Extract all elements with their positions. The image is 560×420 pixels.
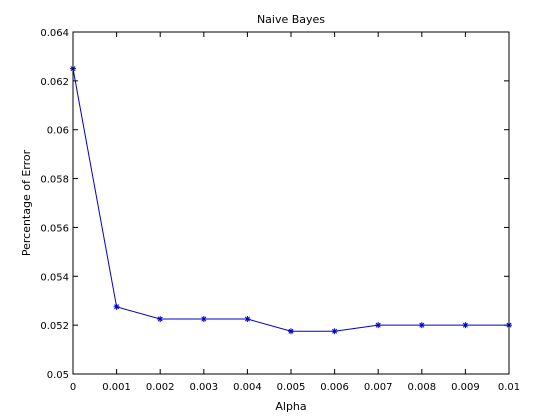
series-group: [70, 65, 512, 335]
y-tick-label: 0.06: [47, 126, 69, 137]
axis-tick-labels: 0 0.001 0.002 0.003 0.004 0.005 0.006 0.007 0.00…: [40, 28, 520, 393]
x-tick-label: 0.003: [189, 382, 218, 393]
y-tick-label: 0.058: [40, 175, 69, 186]
x-tick-label: 0.002: [146, 382, 175, 393]
y-tick-label: 0.05: [47, 370, 69, 381]
data-point: [244, 316, 251, 323]
data-point: [288, 328, 294, 335]
x-tick-label: 0.006: [320, 382, 349, 393]
data-point: [462, 322, 469, 329]
plot-area: [73, 32, 509, 374]
x-tick-label: 0: [70, 382, 76, 393]
x-tick-label: 0.007: [364, 382, 393, 393]
x-tick-label: 0.005: [277, 382, 306, 393]
x-tick-label: 0.001: [102, 382, 131, 393]
plot-frame: [72, 31, 510, 375]
x-tick-label: 0.008: [407, 382, 436, 393]
y-tick-label: 0.064: [40, 28, 69, 39]
data-point: [418, 322, 425, 329]
y-tick-label: 0.062: [40, 77, 69, 88]
x-tick-label: 0.01: [498, 382, 520, 393]
y-axis-label: Percentage of Error: [20, 149, 33, 256]
y-tick-label: 0.054: [40, 272, 69, 283]
x-axis-label: Alpha: [275, 400, 306, 413]
chart-title: Naive Bayes: [257, 13, 325, 26]
y-tick-label: 0.052: [40, 321, 69, 332]
data-point: [375, 322, 382, 329]
x-tick-label: 0.009: [451, 382, 480, 393]
y-tick-label: 0.056: [40, 223, 69, 234]
data-point: [113, 303, 120, 310]
data-point: [157, 316, 164, 323]
data-point: [200, 316, 207, 323]
data-point: [331, 328, 338, 335]
x-tick-label: 0.004: [233, 382, 262, 393]
